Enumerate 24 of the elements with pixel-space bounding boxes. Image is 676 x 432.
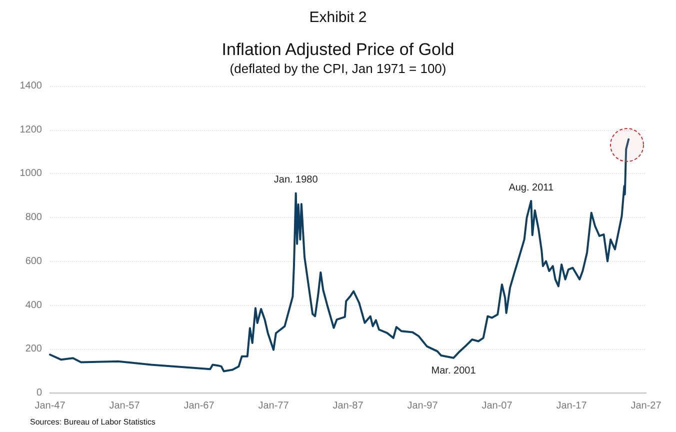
annotation: Mar. 2001 [431,365,476,376]
y-tick-label: 1000 [20,168,42,180]
x-tick-label: Jan-87 [332,400,364,412]
x-tick-label: Jan-17 [556,400,588,412]
x-tick-label: Jan-67 [184,400,215,412]
y-tick-label: 200 [25,344,42,355]
x-tick-label: Jan-57 [109,400,140,412]
chart-title: Inflation Adjusted Price of Gold [222,40,454,59]
y-tick-label: 0 [36,388,42,398]
annotation: Aug. 2011 [508,182,554,194]
y-tick-label: 1200 [20,124,42,136]
x-tick-label: Jan-47 [34,400,66,412]
annotation: Jan. 1980 [274,174,318,186]
source-note: Sources: Bureau of Labor Statistics [30,418,156,426]
x-tick-label: Jan-97 [407,400,438,412]
y-tick-label: 600 [25,256,42,267]
y-tick-label: 1400 [20,80,42,92]
y-tick-label: 400 [25,300,42,311]
x-tick-label: Jan-77 [258,400,290,412]
y-tick-label: 800 [25,212,42,224]
x-tick-label: Jan-27 [630,400,662,412]
x-tick-label: Jan-07 [482,400,513,412]
text: Exhibit 2 [309,9,367,26]
chart-subtitle: (deflated by the CPI, Jan 1971 = 100) [230,61,446,76]
